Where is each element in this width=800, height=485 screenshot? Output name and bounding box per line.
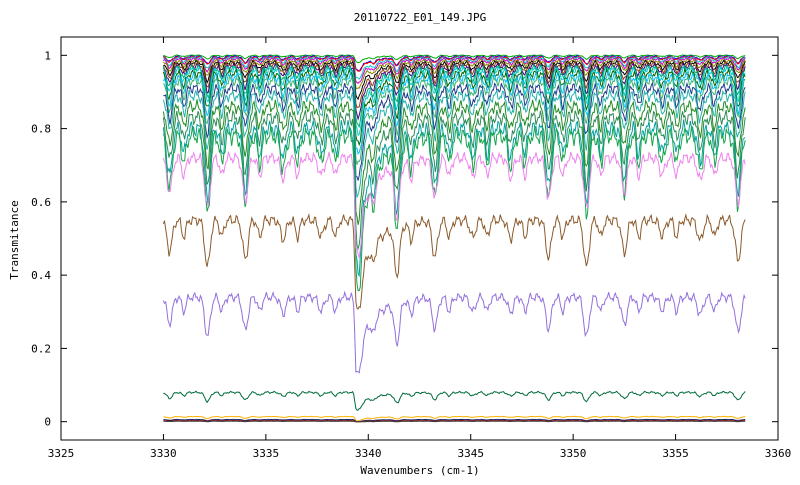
y-tick-label: 0.8	[31, 123, 51, 136]
chart-title: 20110722_E01_149.JPG	[354, 11, 486, 24]
y-tick-label: 1	[44, 49, 51, 62]
x-axis-label: Wavenumbers (cm-1)	[360, 464, 479, 477]
y-tick-label: 0.6	[31, 196, 51, 209]
x-tick-label: 3355	[662, 447, 689, 460]
x-tick-label: 3350	[560, 447, 587, 460]
x-tick-label: 3360	[765, 447, 792, 460]
x-tick-label: 3335	[253, 447, 280, 460]
x-tick-label: 3345	[457, 447, 484, 460]
y-tick-label: 0.2	[31, 342, 51, 355]
x-tick-label: 3330	[150, 447, 177, 460]
x-tick-label: 3340	[355, 447, 382, 460]
y-axis-label: Transmitance	[8, 200, 21, 279]
y-tick-label: 0	[44, 416, 51, 429]
x-tick-label: 3325	[48, 447, 75, 460]
y-tick-label: 0.4	[31, 269, 51, 282]
